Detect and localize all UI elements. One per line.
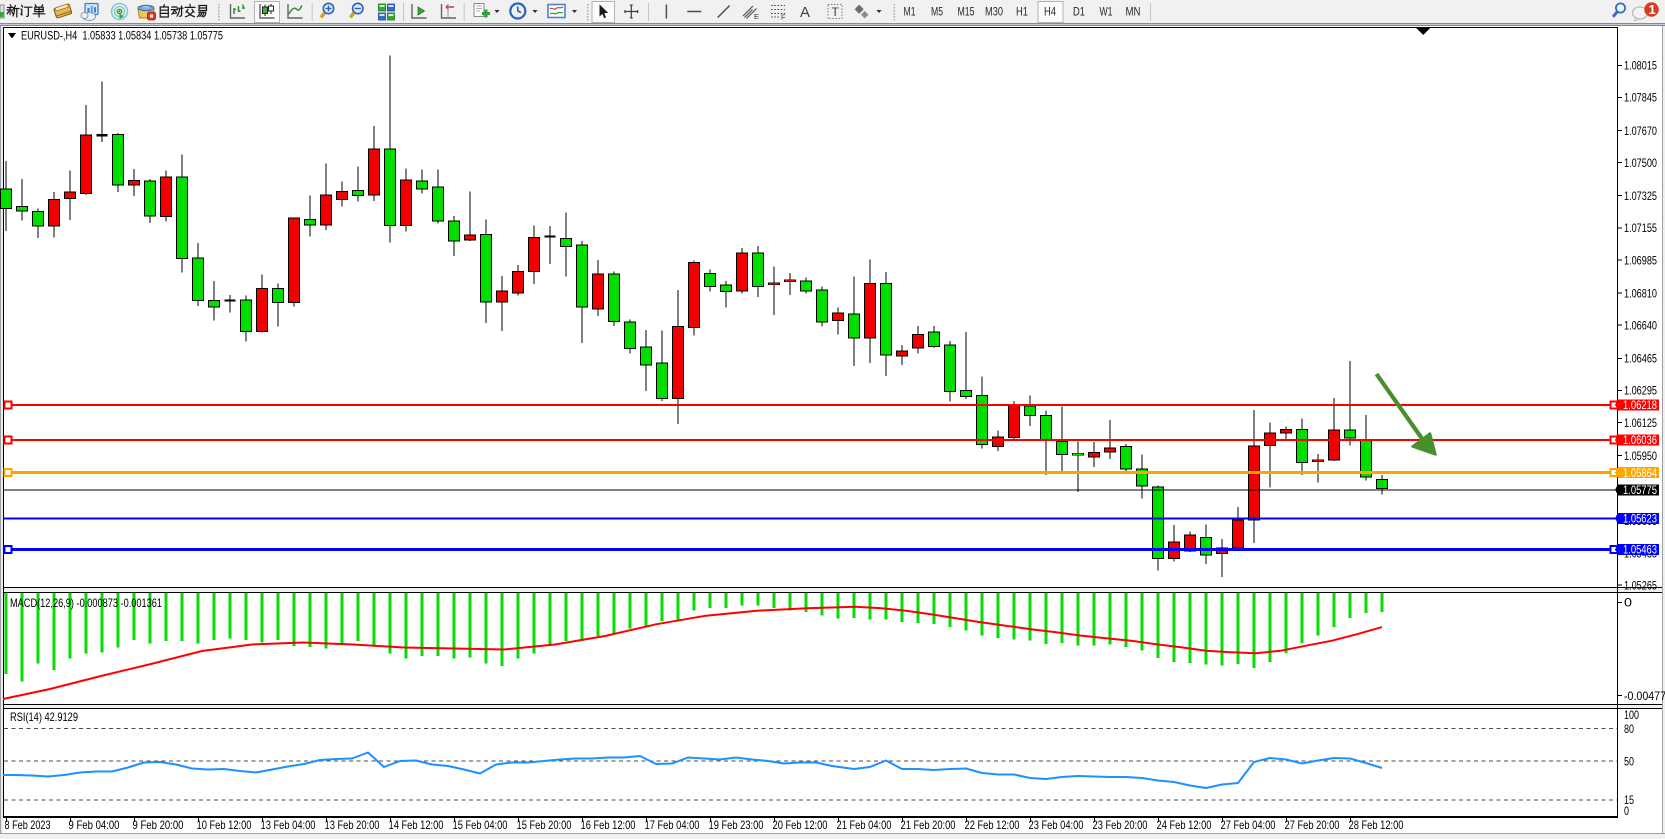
svg-text:10 Feb 12:00: 10 Feb 12:00 [197,818,252,832]
svg-text:1.07155: 1.07155 [1624,221,1657,235]
svg-text:23 Feb 20:00: 23 Feb 20:00 [1093,818,1148,832]
svg-text:16 Feb 12:00: 16 Feb 12:00 [581,818,636,832]
svg-text:22 Feb 12:00: 22 Feb 12:00 [965,818,1020,832]
svg-text:1.06218: 1.06218 [1623,398,1657,412]
svg-text:M15: M15 [958,5,975,19]
svg-text:15: 15 [1624,793,1634,807]
svg-text:1.05775: 1.05775 [1623,483,1657,497]
svg-text:13 Feb 20:00: 13 Feb 20:00 [325,818,380,832]
svg-text:1.07500: 1.07500 [1624,156,1657,170]
svg-text:1.05463: 1.05463 [1623,543,1657,557]
svg-text:100: 100 [1624,708,1639,722]
svg-text:27 Feb 04:00: 27 Feb 04:00 [1221,818,1276,832]
svg-text:9 Feb 04:00: 9 Feb 04:00 [69,818,120,832]
svg-text:H1: H1 [1016,5,1028,19]
svg-text:D1: D1 [1073,5,1085,19]
svg-text:1.05864: 1.05864 [1623,466,1657,480]
svg-text:-0.00477: -0.00477 [1624,689,1665,703]
svg-text:24 Feb 12:00: 24 Feb 12:00 [1157,818,1212,832]
svg-text:1.08015: 1.08015 [1624,59,1657,73]
svg-text:MACD(12,26,9) -0.000873 -0.001: MACD(12,26,9) -0.000873 -0.001361 [10,596,162,610]
svg-text:0: 0 [1624,804,1629,818]
svg-text:0: 0 [1624,596,1632,610]
svg-text:1.05623: 1.05623 [1623,512,1657,526]
svg-text:1.06810: 1.06810 [1624,286,1657,300]
svg-text:1.05950: 1.05950 [1624,449,1657,463]
svg-text:1.06465: 1.06465 [1624,352,1657,366]
svg-text:9 Feb 20:00: 9 Feb 20:00 [133,818,184,832]
svg-text:T: T [832,5,840,19]
svg-text:H4: H4 [1044,5,1056,19]
svg-text:1.06985: 1.06985 [1624,253,1657,267]
svg-text:M5: M5 [931,5,943,19]
svg-text:1.06036: 1.06036 [1623,433,1657,447]
svg-text:21 Feb 04:00: 21 Feb 04:00 [837,818,892,832]
svg-text:15 Feb 04:00: 15 Feb 04:00 [453,818,508,832]
svg-text:RSI(14) 42.9129: RSI(14) 42.9129 [10,710,78,724]
svg-text:1.05265: 1.05265 [1624,579,1657,593]
svg-text:MN: MN [1126,5,1141,19]
svg-text:E: E [754,12,759,21]
svg-text:13 Feb 04:00: 13 Feb 04:00 [261,818,316,832]
svg-text:80: 80 [1624,722,1634,736]
svg-text:14 Feb 12:00: 14 Feb 12:00 [389,818,444,832]
svg-text:1: 1 [1649,2,1656,17]
svg-text:EURUSD-,H4 1.05833 1.05834 1.: EURUSD-,H4 1.05833 1.05834 1.05738 1.057… [21,29,223,43]
svg-text:23 Feb 04:00: 23 Feb 04:00 [1029,818,1084,832]
svg-text:28 Feb 12:00: 28 Feb 12:00 [1349,818,1404,832]
svg-text:F: F [781,13,786,22]
svg-text:W1: W1 [1100,5,1113,19]
svg-text:21 Feb 20:00: 21 Feb 20:00 [901,818,956,832]
svg-text:8 Feb 2023: 8 Feb 2023 [5,818,51,832]
svg-text:1.06640: 1.06640 [1624,319,1657,333]
svg-text:1.06125: 1.06125 [1624,416,1657,430]
svg-text:M30: M30 [985,5,1003,19]
svg-text:1.07845: 1.07845 [1624,91,1657,105]
svg-text:27 Feb 20:00: 27 Feb 20:00 [1285,818,1340,832]
svg-text:17 Feb 04:00: 17 Feb 04:00 [645,818,700,832]
svg-text:50: 50 [1624,755,1634,769]
svg-text:1.07670: 1.07670 [1624,124,1657,138]
svg-text:1.06295: 1.06295 [1624,384,1657,398]
svg-text:A: A [800,4,810,21]
svg-text:15 Feb 20:00: 15 Feb 20:00 [517,818,572,832]
svg-text:M1: M1 [904,5,916,19]
svg-text:1.07325: 1.07325 [1624,189,1657,203]
svg-text:20 Feb 12:00: 20 Feb 12:00 [773,818,828,832]
svg-text:19 Feb 23:00: 19 Feb 23:00 [709,818,764,832]
